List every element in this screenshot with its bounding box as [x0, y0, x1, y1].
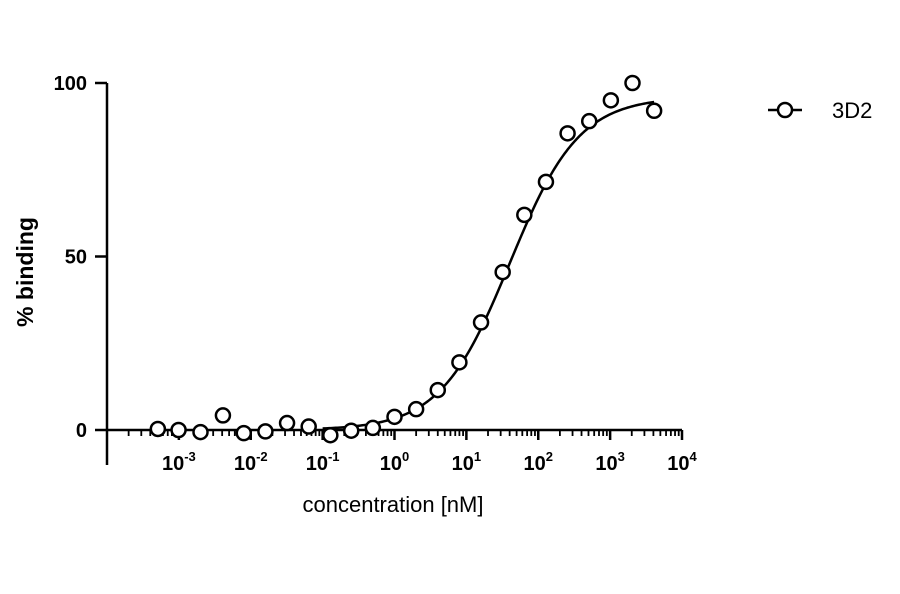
data-point	[192, 423, 209, 441]
x-tick-label: 10-3	[162, 449, 196, 475]
axes	[105, 83, 682, 465]
data-point	[429, 381, 447, 399]
data-points	[149, 74, 663, 444]
x-axis-title: concentration [nM]	[303, 492, 484, 517]
data-point	[364, 419, 382, 437]
data-point	[342, 422, 360, 439]
data-point	[149, 420, 167, 438]
data-point	[386, 408, 403, 426]
x-axis-tick-labels: 10-3 10-2 10-1 100 101 102 103 104	[162, 449, 698, 475]
data-point	[494, 263, 511, 281]
data-point	[300, 418, 317, 435]
data-point	[278, 414, 296, 432]
x-tick-label: 10-2	[234, 449, 268, 475]
legend: 3D2	[768, 98, 872, 123]
legend-label-3d2: 3D2	[832, 98, 872, 123]
y-axis-tick-labels: 0 50 100	[54, 73, 87, 442]
data-point	[235, 424, 253, 442]
y-axis-ticks	[95, 81, 107, 432]
data-point	[624, 74, 641, 92]
data-point	[559, 125, 576, 142]
x-tick-label: 103	[595, 449, 624, 475]
x-tick-label: 104	[667, 449, 697, 475]
fit-curves	[322, 100, 655, 430]
data-point	[170, 421, 187, 439]
x-tick-label: 101	[452, 449, 481, 475]
fit-curve-0	[322, 100, 655, 430]
x-axis-ticks	[127, 430, 684, 440]
legend-marker-3d2	[776, 101, 794, 119]
x-tick-label: 100	[380, 449, 409, 475]
y-tick-label: 0	[76, 420, 87, 442]
data-point	[472, 314, 490, 331]
data-point	[602, 92, 620, 109]
y-tick-label: 100	[54, 73, 87, 95]
x-tick-label: 102	[524, 449, 553, 475]
data-point	[451, 354, 468, 371]
y-tick-label: 50	[65, 247, 87, 269]
data-point	[645, 102, 663, 120]
data-point	[516, 206, 533, 224]
data-point	[537, 173, 555, 191]
data-point	[322, 426, 339, 444]
data-point	[257, 423, 274, 440]
data-point	[214, 407, 232, 424]
data-point	[580, 112, 598, 130]
y-axis-title: % binding	[12, 217, 38, 327]
data-point	[407, 400, 425, 418]
x-tick-label: 10-1	[306, 449, 340, 475]
